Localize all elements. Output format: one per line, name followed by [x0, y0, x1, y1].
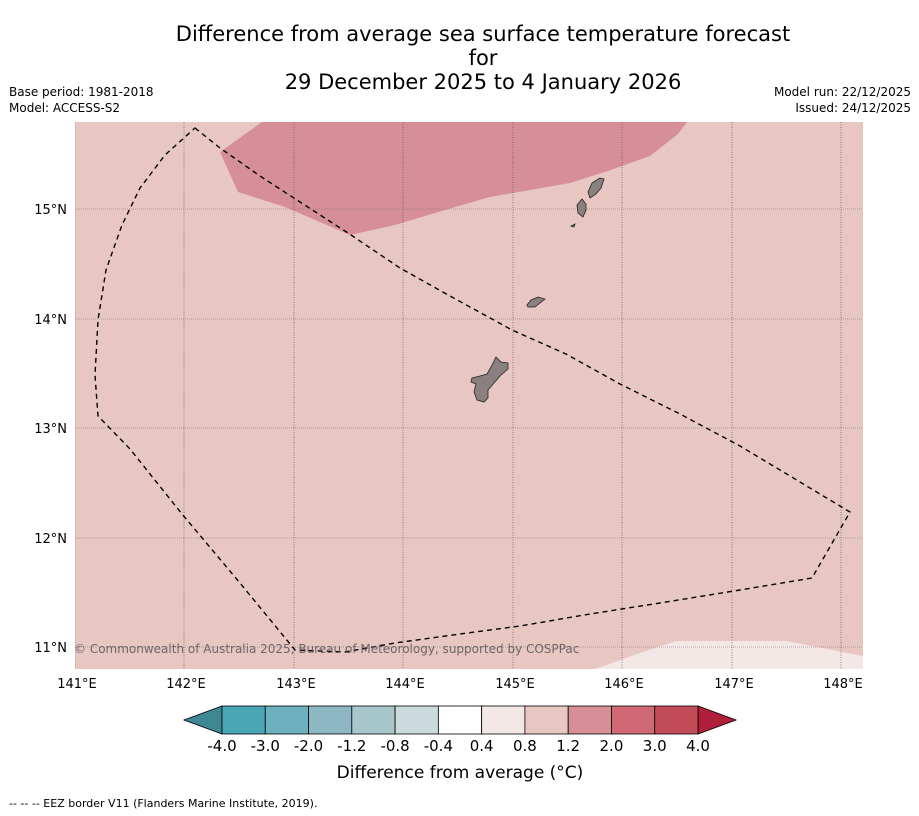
land-guam	[470, 356, 509, 403]
colorbar-over-arrow	[697, 705, 738, 735]
base-period: Base period: 1981-2018	[9, 85, 154, 99]
lon-tick-label: 145°E	[495, 677, 535, 692]
title-line-1: Difference from average sea surface temp…	[175, 22, 791, 70]
colorbar-label: Difference from average (°C)	[336, 763, 584, 783]
colorbar-tick-label: 4.0	[686, 737, 710, 755]
colorbar-segment	[308, 705, 353, 735]
issued-date: Issued: 24/12/2025	[795, 101, 911, 115]
colorbar-tick-label: 1.2	[556, 737, 580, 755]
colorbar-segment	[481, 705, 526, 735]
meta-right: Model run: 22/12/2025 Issued: 24/12/2025	[774, 84, 911, 116]
colorbar-tick-label: 0.8	[513, 737, 537, 755]
meta-left: Base period: 1981-2018 Model: ACCESS-S2	[9, 84, 154, 116]
colorbar-segment	[567, 705, 612, 735]
colorbar-under-arrow	[182, 705, 223, 735]
lat-tick-label: 13°N	[34, 422, 67, 437]
colorbar-segment	[611, 705, 656, 735]
colorbar-segment	[524, 705, 569, 735]
lon-tick-label: 146°E	[604, 677, 644, 692]
colorbar-tick-label: -4.0	[207, 737, 236, 755]
lat-tick-label: 12°N	[34, 532, 67, 547]
sea-background	[75, 122, 863, 669]
colorbar-segment	[437, 705, 483, 735]
lat-tick-label: 15°N	[34, 203, 67, 218]
lat-tick-label: 14°N	[34, 313, 67, 328]
copyright-text: © Commonwealth of Australia 2025, Bureau…	[74, 642, 579, 656]
eez-border	[94, 127, 851, 653]
colorbar-tick-label: -2.0	[294, 737, 323, 755]
colorbar: -4.0 -3.0 -2.0 -1.2 -0.8 -0.4 0.4 0.8 1.2 2.0 3.0 4…	[182, 705, 738, 755]
lon-tick-label: 143°E	[276, 677, 316, 692]
colorbar-segment	[351, 705, 396, 735]
model-run: Model run: 22/12/2025	[773, 85, 911, 99]
lon-tick-label: 148°E	[823, 677, 863, 692]
lat-tick-label: 11°N	[34, 641, 67, 656]
colorbar-tick-label: -1.2	[337, 737, 366, 755]
colorbar-tick-label: 0.4	[470, 737, 494, 755]
lon-tick-label: 142°E	[166, 677, 206, 692]
title-line-2: 29 December 2025 to 4 January 2026	[284, 70, 682, 94]
land-aguijan	[569, 223, 576, 228]
latitude-labels: 15°N 14°N 13°N 12°N 11°N	[34, 203, 67, 656]
colorbar-tick-label: 2.0	[600, 737, 624, 755]
colorbar-tick-label: -0.4	[424, 737, 453, 755]
graticule	[75, 122, 863, 669]
colorbar-tick-label: -3.0	[251, 737, 280, 755]
high-anomaly-region	[220, 122, 687, 235]
colorbar-tick-label: -0.8	[380, 737, 409, 755]
lon-tick-label: 144°E	[385, 677, 425, 692]
low-anomaly-region	[595, 641, 863, 669]
colorbar-segment	[654, 705, 699, 735]
colorbar-segment	[394, 705, 439, 735]
lon-tick-label: 141°E	[57, 677, 97, 692]
land-rota	[526, 296, 546, 308]
colorbar-tick-label: 3.0	[643, 737, 667, 755]
eez-legend: -- -- -- EEZ border V11 (Flanders Marine…	[9, 797, 318, 810]
longitude-labels: 141°E 142°E 143°E 144°E 145°E 146°E 147°E 148°E	[57, 677, 863, 692]
land-saipan	[587, 177, 605, 199]
chart-title: Difference from average sea surface temp…	[160, 22, 806, 94]
land-tinian	[576, 198, 587, 218]
model-name: Model: ACCESS-S2	[9, 101, 121, 115]
colorbar-segment	[221, 705, 266, 735]
lon-tick-label: 147°E	[714, 677, 754, 692]
colorbar-segment	[264, 705, 309, 735]
